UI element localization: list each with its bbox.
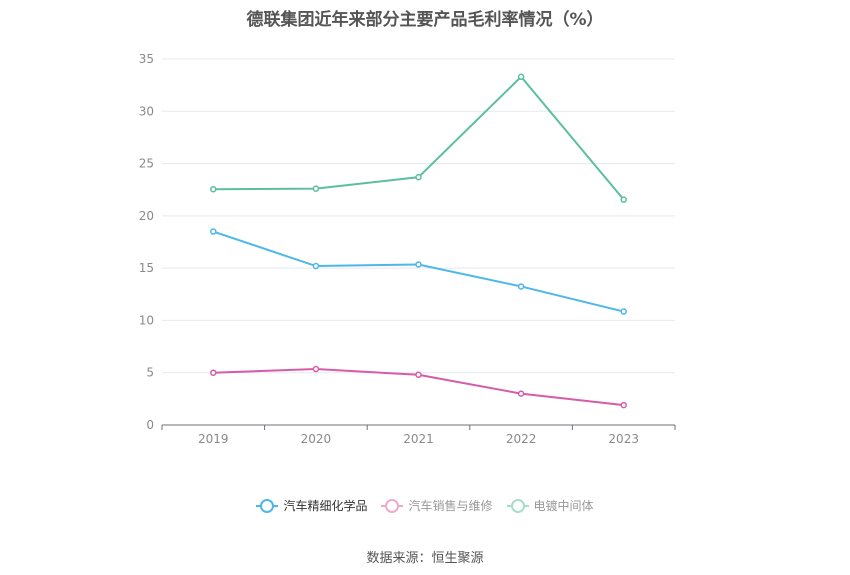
data-point[interactable] <box>415 371 422 379</box>
y-tick-label: 35 <box>139 52 154 66</box>
data-point[interactable] <box>415 173 422 181</box>
data-point[interactable] <box>415 261 422 268</box>
series-line <box>212 230 624 313</box>
data-point[interactable] <box>620 308 627 315</box>
data-point[interactable] <box>210 228 217 235</box>
legend-item-auto-sales-repair[interactable]: 汽车销售与维修 <box>381 497 493 514</box>
data-point[interactable] <box>312 262 320 270</box>
data-point[interactable] <box>517 283 525 290</box>
data-point[interactable] <box>312 185 320 192</box>
y-tick-label: 15 <box>139 261 154 275</box>
legend-label: 汽车销售与维修 <box>408 499 493 513</box>
data-point[interactable] <box>210 369 217 376</box>
series-line <box>213 75 625 201</box>
legend-label: 电镀中间体 <box>533 499 594 513</box>
legend: 汽车精细化学品 汽车销售与维修 电镀中间体 <box>0 497 850 514</box>
data-point[interactable] <box>210 185 217 193</box>
data-source: 数据来源：恒生聚源 <box>366 551 484 566</box>
series-lines <box>210 73 627 409</box>
grid-lines <box>162 58 675 374</box>
y-tick-label: 30 <box>139 104 154 118</box>
x-tick-label: 2019 <box>198 432 229 446</box>
legend-item-auto-chemicals[interactable]: 汽车精细化学品 <box>256 497 367 514</box>
x-tick-label: 2022 <box>506 432 537 446</box>
x-tick-label: 2021 <box>403 432 434 446</box>
legend-marker-icon <box>381 498 404 513</box>
data-point[interactable] <box>620 196 627 203</box>
y-tick-label: 10 <box>139 313 154 327</box>
y-tick-label: 20 <box>139 209 154 223</box>
data-point[interactable] <box>620 401 627 409</box>
data-point[interactable] <box>517 73 525 81</box>
y-tick-label: 5 <box>146 366 154 380</box>
data-point[interactable] <box>517 390 525 397</box>
legend-marker-icon <box>256 498 279 513</box>
chart-title: 德联集团近年来部分主要产品毛利率情况（%） <box>246 10 604 30</box>
x-axis: 2019 2020 2021 2022 2023 <box>161 424 676 446</box>
data-point[interactable] <box>312 365 320 373</box>
x-tick-label: 2020 <box>301 432 332 446</box>
x-tick-label: 2023 <box>608 432 639 446</box>
y-axis-ticks: 0 5 10 15 20 25 30 35 <box>139 52 154 432</box>
legend-item-electroplating-intermediates[interactable]: 电镀中间体 <box>506 497 594 514</box>
y-tick-label: 0 <box>146 418 154 432</box>
legend-label: 汽车精细化学品 <box>283 499 368 513</box>
legend-marker-icon <box>506 498 529 513</box>
y-tick-label: 25 <box>139 157 154 171</box>
